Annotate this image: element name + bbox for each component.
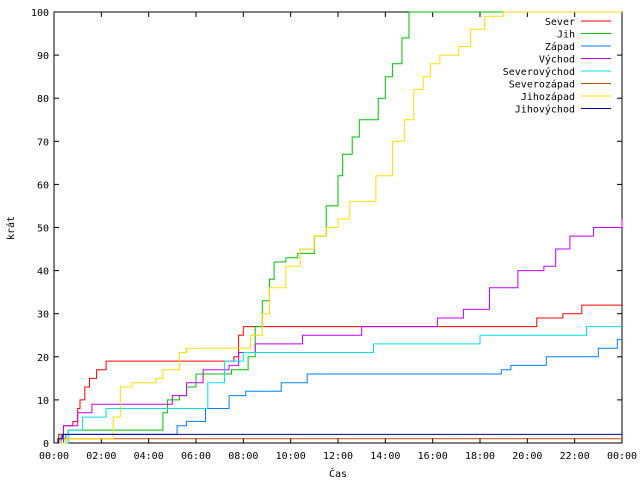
x-tick-label: 20:00	[512, 451, 542, 462]
x-tick-label: 00:00	[607, 451, 637, 462]
x-tick-label: 16:00	[418, 451, 448, 462]
x-tick-label: 10:00	[276, 451, 306, 462]
series-line-3	[54, 339, 622, 444]
y-tick-label: 10	[37, 396, 49, 407]
series-line-2	[54, 11, 622, 444]
series-line-4	[54, 218, 623, 444]
y-axis-label: krát	[5, 216, 17, 240]
x-axis-label: Čas	[329, 467, 347, 480]
x-tick-label: 00:00	[39, 451, 69, 462]
series-line-5	[54, 326, 622, 444]
legend-label: Jihozápad	[521, 91, 575, 103]
legend-label: Severovýchod	[503, 66, 575, 78]
y-tick-label: 80	[37, 94, 49, 105]
legend-label: Severozápad	[509, 79, 575, 91]
legend-label: Východ	[539, 54, 575, 66]
y-axis-ticks: 0 10 20 30 40 50 60 70 80 90 100	[31, 8, 622, 450]
legend-label: Jih	[557, 30, 575, 41]
x-tick-label: 06:00	[181, 451, 211, 462]
x-tick-label: 04:00	[134, 451, 164, 462]
y-tick-label: 90	[37, 51, 49, 62]
series-line-8	[54, 433, 622, 444]
x-axis-ticks: 00:00 02:00 04:00 06:00 08:00 10:00 12:00 14:00…	[39, 12, 637, 462]
series-line-1	[54, 304, 622, 444]
y-tick-label: 20	[37, 353, 49, 364]
y-tick-label: 0	[43, 439, 49, 450]
y-tick-label: 70	[37, 137, 49, 148]
series-line-7	[54, 11, 622, 444]
legend-label: Sever	[545, 17, 575, 28]
legend-label: Západ	[545, 41, 575, 53]
x-tick-label: 14:00	[370, 451, 400, 462]
x-tick-label: 12:00	[323, 451, 353, 462]
y-tick-label: 30	[37, 310, 49, 321]
legend-label: Jihovýchod	[515, 104, 575, 116]
y-tick-label: 100	[31, 8, 49, 19]
x-tick-label: 02:00	[86, 451, 116, 462]
series-lines	[54, 11, 623, 444]
x-tick-label: 08:00	[228, 451, 258, 462]
y-tick-label: 60	[37, 180, 49, 191]
legend: Sever JihZápadVýchodSeverovýchodSeverozáp…	[503, 17, 611, 116]
y-tick-label: 40	[37, 267, 49, 278]
x-tick-label: 18:00	[465, 451, 495, 462]
x-tick-label: 22:00	[560, 451, 590, 462]
y-tick-label: 50	[37, 224, 49, 235]
